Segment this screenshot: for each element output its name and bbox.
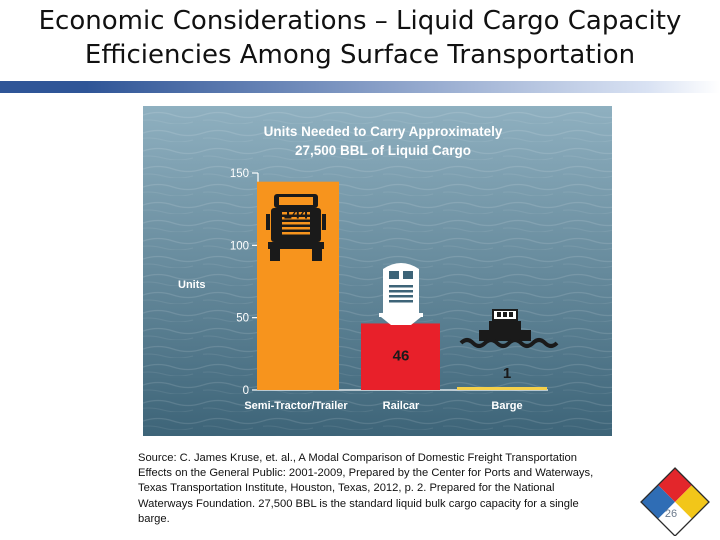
slide-title-line-2: Efficiencies Among Surface Transportatio… [84,40,636,70]
page-number: 26 [665,508,677,520]
chart: Units Needed to Carry Approximately 27,5… [143,106,612,436]
hazard-diamond-logo: 26 [640,467,710,536]
data-label-2: 1 [503,365,511,382]
chart-title-line-1: Units Needed to Carry Approximately [264,124,503,139]
category-label-2: Barge [491,400,522,412]
truck-icon [266,194,326,261]
bar-2 [457,387,547,390]
chart-canvas: Units Needed to Carry Approximately 27,5… [143,106,612,436]
slide-title-line-1: Economic Considerations – Liquid Cargo C… [38,6,682,36]
category-label-1: Railcar [383,400,420,412]
y-tick-label: 100 [230,240,249,252]
data-label-0: 144 [283,206,309,223]
y-tick-label: 50 [236,313,249,325]
y-tick-label: 150 [230,168,249,180]
y-axis-label: Units [178,279,206,291]
source-citation: Source: C. James Kruse, et. al., A Modal… [138,452,594,525]
slide-title: Economic Considerations – Liquid Cargo C… [0,4,720,72]
bar-1 [361,323,440,390]
towboat-icon [459,309,559,348]
category-label-0: Semi-Tractor/Trailer [244,400,348,412]
y-tick-label: 0 [243,385,249,397]
chart-title-line-2: 27,500 BBL of Liquid Cargo [295,143,471,158]
data-label-1: 46 [393,347,410,364]
title-underline-bar [0,81,720,93]
locomotive-icon [379,263,423,325]
